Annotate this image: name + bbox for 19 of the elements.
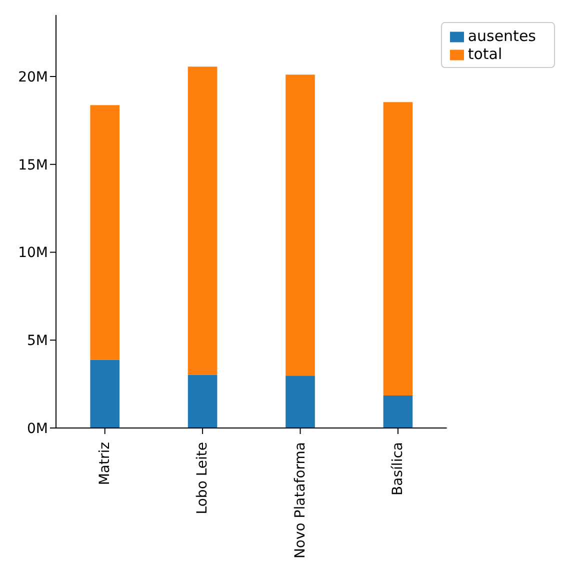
y-tick-label: 0M [27, 420, 48, 437]
bar [90, 360, 120, 428]
bar [188, 374, 218, 428]
bar [188, 66, 218, 375]
bar [286, 74, 315, 376]
y-tick-label: 20M [18, 69, 48, 86]
y-tick-label: 5M [27, 333, 48, 350]
bar [286, 376, 315, 428]
bar [383, 102, 413, 396]
x-tick-label: Basílica [390, 442, 406, 496]
x-tick-label: Lobo Leite [194, 442, 211, 514]
y-tick-label: 10M [18, 245, 48, 262]
y-tick-label: 15M [18, 157, 48, 174]
bar [90, 105, 120, 360]
legend-label: total [468, 45, 502, 63]
x-tick-label: Matriz [96, 442, 113, 486]
bar [383, 395, 413, 428]
legend-label: ausentes [468, 27, 536, 45]
x-tick-label: Novo Plataforma [292, 442, 308, 559]
